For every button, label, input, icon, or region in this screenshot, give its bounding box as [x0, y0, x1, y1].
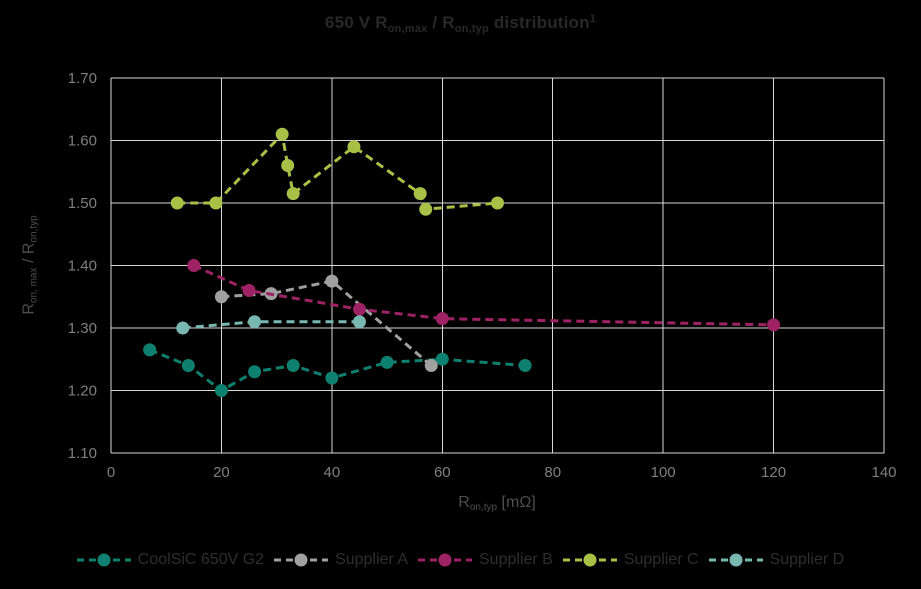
legend-item-supplier-a: Supplier A — [274, 551, 408, 569]
y-tick-label: 1.40 — [68, 258, 97, 275]
series-line-supplier-d — [182, 320, 360, 330]
y-tick-label: 1.10 — [68, 445, 97, 462]
title-footnote-marker: 1 — [589, 13, 597, 25]
legend-label: CoolSiC 650V G2 — [137, 551, 265, 568]
data-point-coolsic-650v-g2 — [143, 343, 157, 357]
y-axis-label-text: / R — [20, 242, 38, 268]
data-point-coolsic-650v-g2 — [435, 352, 449, 366]
x-tick-label: 20 — [213, 464, 230, 481]
legend-marker-icon — [418, 553, 472, 567]
data-point-supplier-c — [209, 196, 223, 210]
data-point-supplier-c — [491, 196, 504, 210]
title-text: distribution — [488, 13, 590, 32]
data-point-coolsic-650v-g2 — [518, 359, 532, 372]
data-point-supplier-a — [424, 359, 438, 372]
data-point-supplier-c — [286, 187, 300, 201]
title-text: 650 V R — [324, 13, 388, 32]
y-tick-label: 1.70 — [68, 70, 97, 87]
y-axis-label-text: R — [20, 303, 38, 315]
x-axis-label-text: [mΩ] — [497, 494, 536, 511]
y-axis-label: Ron, max / Ron,typ — [21, 215, 40, 314]
x-axis-label-text: R — [458, 494, 470, 511]
data-point-coolsic-650v-g2 — [380, 355, 394, 369]
data-point-supplier-c — [275, 127, 289, 141]
x-tick-label: 60 — [434, 464, 451, 481]
y-axis-label-subscript: on, max — [28, 267, 40, 304]
legend-marker-icon — [274, 553, 329, 567]
legend: CoolSiC 650V G2 Supplier A Supplier B Suppl… — [0, 545, 921, 575]
data-point-supplier-c — [170, 196, 184, 210]
legend-label: Supplier B — [479, 551, 553, 568]
legend-marker-icon — [76, 553, 131, 567]
y-tick-label: 1.20 — [68, 383, 97, 400]
legend-label: Supplier A — [335, 551, 408, 568]
data-point-coolsic-650v-g2 — [181, 359, 195, 372]
x-tick-label: 40 — [324, 464, 341, 481]
legend-marker-icon — [562, 553, 617, 567]
data-point-supplier-b — [435, 312, 449, 326]
x-axis-label-subscript: on,typ — [469, 502, 498, 513]
series-line-supplier-c — [177, 131, 498, 211]
data-point-coolsic-650v-g2 — [286, 359, 300, 372]
title-text: / R — [427, 13, 455, 32]
data-point-supplier-c — [413, 187, 427, 201]
x-tick-label: 80 — [544, 464, 561, 481]
data-point-supplier-c — [347, 140, 361, 154]
data-point-supplier-b — [767, 318, 781, 332]
legend-item-supplier-c: Supplier C — [562, 551, 699, 569]
data-point-supplier-c — [281, 159, 295, 172]
data-point-supplier-a — [325, 274, 339, 288]
data-point-supplier-c — [419, 202, 433, 216]
series-line-supplier-a — [221, 279, 433, 367]
y-tick-label: 1.50 — [68, 195, 97, 212]
data-point-supplier-b — [352, 302, 366, 316]
data-point-supplier-a — [214, 290, 228, 304]
y-tick-label: 1.60 — [68, 133, 97, 150]
data-point-supplier-d — [352, 315, 366, 329]
data-point-supplier-d — [176, 321, 190, 335]
legend-item-supplier-d: Supplier D — [708, 551, 845, 569]
series-line-supplier-b — [193, 264, 774, 327]
data-point-supplier-b — [187, 259, 201, 272]
data-point-coolsic-650v-g2 — [214, 384, 228, 397]
chart-title: 650 V Ron,max / Ron,typ distribution1 — [0, 13, 921, 35]
y-tick-label: 1.30 — [68, 320, 97, 337]
x-axis-label: Ron,typ [mΩ] — [72, 494, 921, 513]
x-tick-label: 0 — [107, 464, 115, 481]
x-tick-label: 120 — [761, 464, 786, 481]
legend-label: Supplier C — [623, 551, 699, 568]
y-axis-label-subscript: on,typ — [28, 215, 40, 243]
legend-item-supplier-b: Supplier B — [418, 551, 553, 569]
title-subscript-on-typ: on,typ — [454, 23, 489, 35]
data-point-supplier-b — [242, 284, 256, 297]
legend-item-coolsic-650v-g2: CoolSiC 650V G2 — [76, 551, 265, 569]
x-tick-label: 100 — [651, 464, 676, 481]
x-tick-label: 140 — [871, 464, 896, 481]
series-line-coolsic-650v-g2 — [149, 348, 526, 393]
data-point-supplier-d — [248, 315, 262, 329]
legend-label: Supplier D — [769, 551, 845, 568]
legend-marker-icon — [708, 553, 763, 567]
title-subscript-on-max: on,max — [387, 23, 428, 35]
data-point-coolsic-650v-g2 — [248, 365, 262, 379]
data-point-coolsic-650v-g2 — [325, 371, 339, 385]
